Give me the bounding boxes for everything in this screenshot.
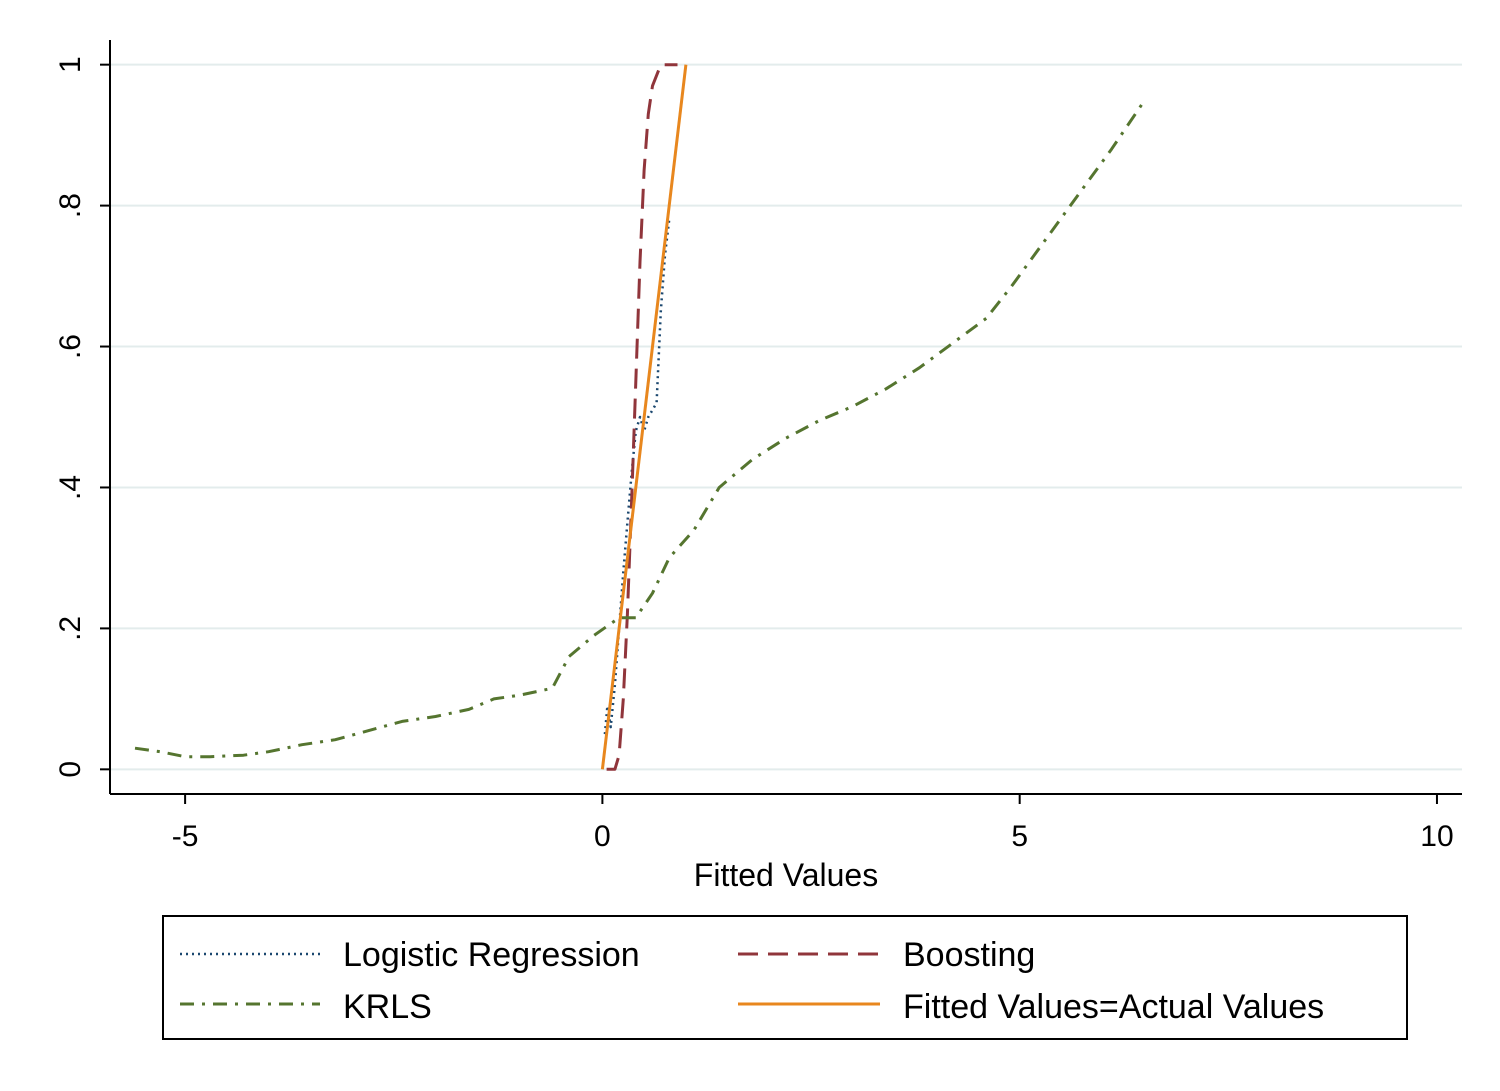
series-line-fitted-values-actual-values bbox=[600, 64, 688, 770]
legend-label-boosting: Boosting bbox=[903, 936, 1035, 974]
legend-label-krls: KRLS bbox=[343, 988, 432, 1026]
y-tick-label: .4 bbox=[54, 475, 87, 500]
series-line-logistic-regression bbox=[603, 219, 671, 735]
plot-series bbox=[134, 63, 1147, 771]
gridlines bbox=[110, 63, 1462, 771]
y-ticks: 0 .2 .4 .6 .8 1 bbox=[54, 56, 110, 778]
y-tick-label: 1 bbox=[54, 56, 87, 73]
series-line-krls bbox=[134, 99, 1147, 759]
x-tick-label: 10 bbox=[1420, 820, 1453, 853]
y-tick-label: .2 bbox=[54, 616, 87, 641]
legend-box bbox=[162, 915, 1408, 1040]
y-tick-label: .6 bbox=[54, 334, 87, 359]
legend-label-logistic-regression: Logistic Regression bbox=[343, 936, 640, 974]
series-line-boosting bbox=[606, 63, 678, 771]
x-tick-label: 5 bbox=[1011, 820, 1028, 853]
x-tick-label: 0 bbox=[594, 820, 611, 853]
y-tick-label: 0 bbox=[54, 761, 87, 778]
legend: Logistic Regression Boosting KRLS Fitted… bbox=[162, 915, 1408, 1040]
x-tick-label: -5 bbox=[172, 820, 199, 853]
x-ticks: -5 0 5 10 bbox=[172, 794, 1454, 853]
y-tick-label: .8 bbox=[54, 193, 87, 218]
axes bbox=[109, 40, 1462, 795]
x-axis-title: Fitted Values bbox=[694, 857, 878, 893]
legend-label-fitted-equals-actual: Fitted Values=Actual Values bbox=[903, 988, 1324, 1026]
